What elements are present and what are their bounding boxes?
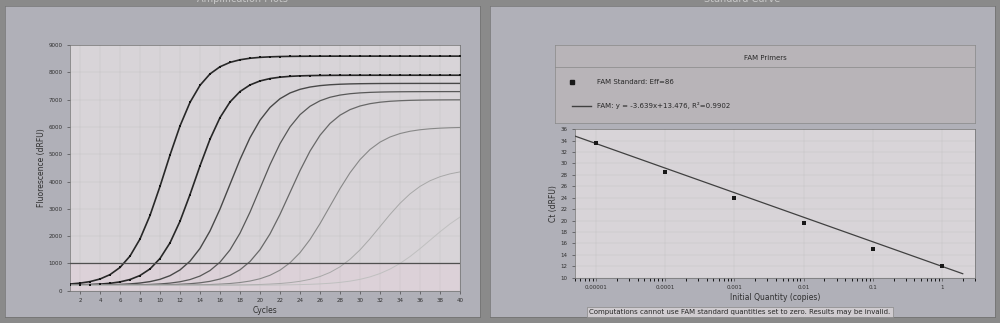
Y-axis label: Ct (dRFU): Ct (dRFU) [549, 185, 558, 222]
X-axis label: Initial Quantity (copies): Initial Quantity (copies) [730, 293, 820, 302]
Text: FAM Standard: Eff=86: FAM Standard: Eff=86 [597, 79, 674, 85]
Y-axis label: Fluorescence (dRFU): Fluorescence (dRFU) [37, 129, 46, 207]
Title: Amplification Plots: Amplification Plots [197, 0, 288, 4]
Text: FAM Primers: FAM Primers [744, 55, 786, 60]
Text: FAM: y = -3.639x+13.476, R²=0.9902: FAM: y = -3.639x+13.476, R²=0.9902 [597, 102, 730, 109]
X-axis label: Cycles: Cycles [253, 306, 277, 315]
Text: Computations cannot use FAM standard quantities set to zero. Results may be inva: Computations cannot use FAM standard qua… [589, 309, 891, 315]
Title: Standard Curve: Standard Curve [704, 0, 781, 4]
Bar [70, 264, 460, 291]
